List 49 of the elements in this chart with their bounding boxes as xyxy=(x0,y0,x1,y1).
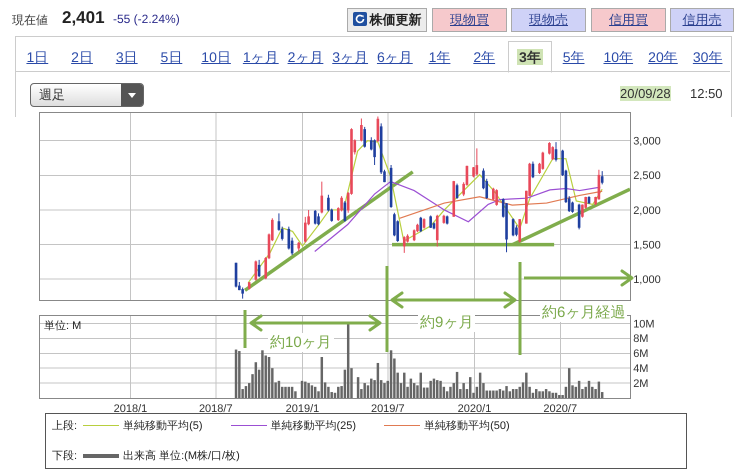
text: 2年 xyxy=(473,49,496,65)
legend-label: 単純移動平均(25) xyxy=(270,419,356,433)
text: 2,401 xyxy=(62,8,105,28)
y-tick-label: 2,500 xyxy=(633,170,661,182)
y-tick-label: 10M xyxy=(633,318,655,330)
legend-label: 出来高 単位:(M株/口/枚) xyxy=(123,448,240,463)
text: 3ヶ月 xyxy=(332,49,368,65)
text: 20/09/28 xyxy=(620,86,671,101)
text: 10年 xyxy=(603,49,634,65)
text: 1年 xyxy=(428,49,450,65)
dropdown: 週足 xyxy=(30,83,144,107)
y-tick-label: 4M xyxy=(633,363,648,376)
text: 3日 xyxy=(116,49,138,65)
text: 2日 xyxy=(71,49,93,65)
y-tick-label: 6M xyxy=(633,348,648,360)
text: 現在値 xyxy=(12,12,48,29)
text: 30年 xyxy=(692,49,722,65)
y-tick-label: 3,000 xyxy=(633,136,661,148)
text: 6ヶ月 xyxy=(376,49,413,65)
text: 20年 xyxy=(648,49,678,65)
text: 5日 xyxy=(160,49,182,65)
annotation: 単位: M xyxy=(44,319,82,333)
x-tick-label: 2018/1 xyxy=(114,403,148,416)
y-tick-label: 1,000 xyxy=(633,274,661,286)
text: 1ヶ月 xyxy=(242,49,279,65)
x-tick-label: 2019/1 xyxy=(286,403,320,416)
legend-label: 単純移動平均(5) xyxy=(123,419,203,433)
y-tick-label: 2M xyxy=(633,378,648,390)
y-tick-label: 8M xyxy=(633,333,648,346)
text: 5年 xyxy=(562,49,584,65)
y-tick-label: 2,000 xyxy=(633,204,661,217)
annotation: 約10ヶ月 xyxy=(268,333,334,352)
annotation: 約6ヶ月経過 xyxy=(540,303,628,322)
text: 2ヶ月 xyxy=(288,49,324,65)
legend-title: 上段: xyxy=(52,419,78,433)
x-tick-label: 2018/7 xyxy=(198,403,233,416)
x-tick-label: 2020/7 xyxy=(543,403,578,416)
text: 3年 xyxy=(517,49,543,65)
text: 12:50 xyxy=(690,86,723,101)
annotation: 約9ヶ月 xyxy=(418,313,476,332)
x-tick-label: 2019/7 xyxy=(370,403,405,416)
text: -55 (-2.24%) xyxy=(113,12,180,26)
legend-title: 下段: xyxy=(52,449,78,463)
text: 10日 xyxy=(201,49,231,65)
legend-label: 単純移動平均(50) xyxy=(424,419,510,433)
text: 1日 xyxy=(26,49,48,65)
y-tick-label: 1,500 xyxy=(633,239,661,252)
text: 株価更新 xyxy=(370,12,422,27)
x-tick-label: 2020/1 xyxy=(458,403,492,416)
